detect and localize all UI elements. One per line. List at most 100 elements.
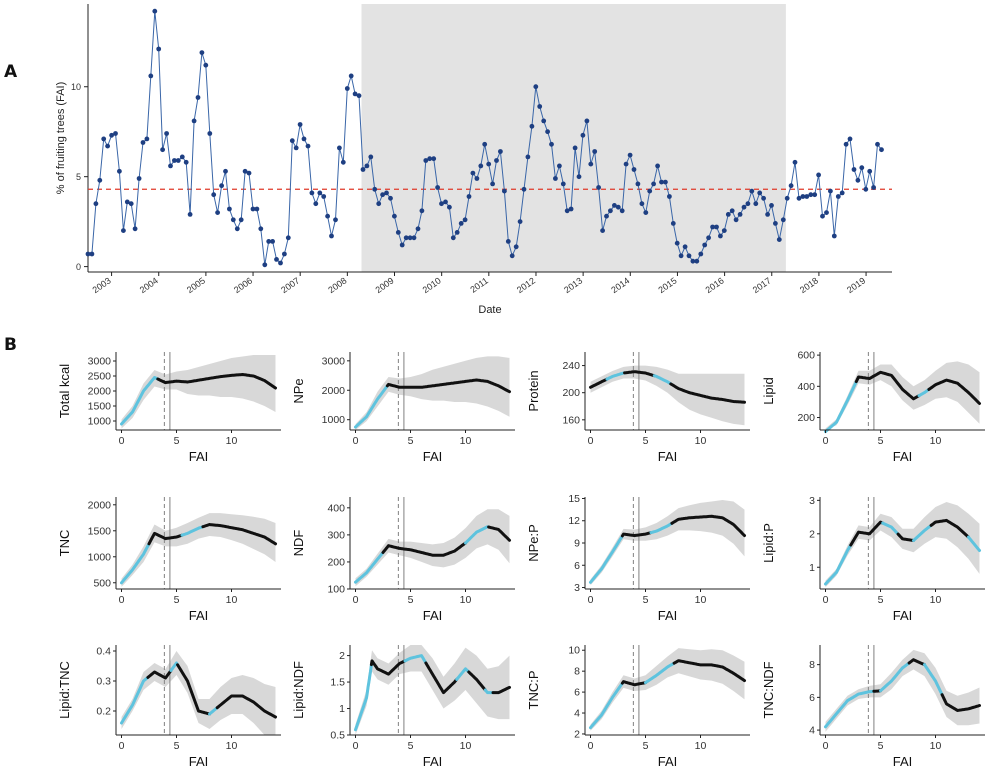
x-tick-label: 10 xyxy=(226,594,238,606)
data-point xyxy=(388,195,393,201)
data-point xyxy=(604,213,609,219)
x-tick-label: 5 xyxy=(643,740,649,752)
data-point xyxy=(745,201,751,207)
data-point xyxy=(828,188,833,194)
data-point xyxy=(458,221,464,226)
data-point xyxy=(156,46,162,52)
data-point xyxy=(560,181,566,187)
data-point xyxy=(372,186,378,192)
data-point xyxy=(411,235,417,241)
y-tick-label: 8 xyxy=(809,659,815,671)
x-axis-label: FAI xyxy=(423,608,443,623)
data-point xyxy=(812,192,818,198)
data-point xyxy=(462,217,468,223)
data-point xyxy=(529,123,535,129)
curve-segment-significant xyxy=(824,689,876,729)
data-point xyxy=(466,194,472,199)
x-axis-label: FAI xyxy=(893,449,913,464)
data-point xyxy=(140,140,146,145)
curve-segment xyxy=(929,518,970,539)
data-point xyxy=(721,228,727,234)
x-tick-label: 0 xyxy=(823,435,829,447)
data-point xyxy=(325,213,330,219)
curve-segment xyxy=(369,659,407,676)
data-point xyxy=(580,132,586,138)
y-tick-label: 400 xyxy=(797,381,815,393)
data-point xyxy=(293,145,299,151)
data-point xyxy=(132,226,138,232)
data-point xyxy=(203,62,209,68)
subplot-tnc: 500 1000 1500 2000 0 5 10 FAI TNC xyxy=(57,497,281,623)
x-tick-label: 2018 xyxy=(798,275,820,295)
y-tick-label: 5 xyxy=(76,172,81,182)
data-point xyxy=(470,170,476,176)
x-tick-label: 5 xyxy=(878,740,884,752)
data-point xyxy=(663,179,668,185)
data-point xyxy=(258,226,264,232)
data-point xyxy=(588,161,594,167)
curve-segment xyxy=(147,531,184,546)
y-tick-label: 9 xyxy=(574,538,580,550)
curve-segment xyxy=(672,659,746,683)
data-point xyxy=(124,199,130,205)
y-tick-label: 200 xyxy=(562,387,580,399)
data-point xyxy=(690,258,696,264)
subplot-lipid-ndf: 0.5 1 1.5 2 0 5 10 FAI Lipid:NDF xyxy=(291,645,515,769)
data-point xyxy=(753,201,759,207)
data-point xyxy=(741,204,747,210)
data-point xyxy=(831,233,837,239)
data-point xyxy=(415,226,421,232)
data-point xyxy=(879,147,884,153)
data-point xyxy=(238,217,244,223)
y-tick-label: 0.3 xyxy=(96,676,111,688)
data-point xyxy=(333,217,338,223)
data-point xyxy=(706,235,711,241)
curve-segment-significant xyxy=(881,521,900,536)
curve-segment xyxy=(487,525,511,542)
x-axis-label: FAI xyxy=(658,754,678,769)
y-axis-label: Protein xyxy=(526,370,541,411)
curve-segment-significant xyxy=(605,371,627,381)
data-point xyxy=(454,230,460,235)
data-point xyxy=(749,188,755,194)
curve-segment xyxy=(215,694,277,719)
curve-segment-significant xyxy=(917,387,931,398)
data-point xyxy=(364,163,370,169)
curve-segment-significant xyxy=(354,384,389,429)
data-point xyxy=(643,210,649,216)
x-tick-label: 0 xyxy=(588,435,594,447)
x-axis-label: FAI xyxy=(423,754,443,769)
data-point xyxy=(596,185,601,190)
data-point xyxy=(737,212,743,217)
x-tick-label: 10 xyxy=(930,435,942,447)
data-point xyxy=(97,177,103,183)
y-axis-label: TNC:NDF xyxy=(761,661,776,718)
y-tick-label: 12 xyxy=(568,515,580,527)
x-tick-label: 2016 xyxy=(704,275,726,295)
subplot-npe-p: 3 6 9 12 15 0 5 10 FAI NPe:P xyxy=(526,493,750,623)
data-point xyxy=(698,251,704,257)
data-point xyxy=(207,131,213,136)
y-tick-label: 3 xyxy=(574,582,580,594)
data-point xyxy=(227,206,232,212)
confidence-ribbon xyxy=(355,356,510,430)
curve-segment xyxy=(896,532,915,542)
x-tick-label: 0 xyxy=(823,594,829,606)
x-tick-label: 5 xyxy=(174,740,180,752)
data-point xyxy=(301,136,307,142)
y-tick-label: 0.5 xyxy=(330,730,345,742)
data-point xyxy=(474,176,480,181)
y-axis-label: Lipid:NDF xyxy=(291,661,306,719)
data-point xyxy=(710,224,715,230)
data-point xyxy=(435,185,440,190)
data-point xyxy=(780,217,786,223)
x-tick-label: 5 xyxy=(643,435,649,447)
data-point xyxy=(242,168,248,174)
x-tick-label: 0 xyxy=(119,435,125,447)
data-point xyxy=(623,161,629,167)
x-tick-label: 2004 xyxy=(138,275,160,295)
x-tick-label: 2006 xyxy=(232,275,254,295)
data-point xyxy=(101,136,107,142)
data-point xyxy=(274,257,279,262)
subplot-lipid: 200 400 600 0 5 10 FAI Lipid xyxy=(761,350,985,464)
